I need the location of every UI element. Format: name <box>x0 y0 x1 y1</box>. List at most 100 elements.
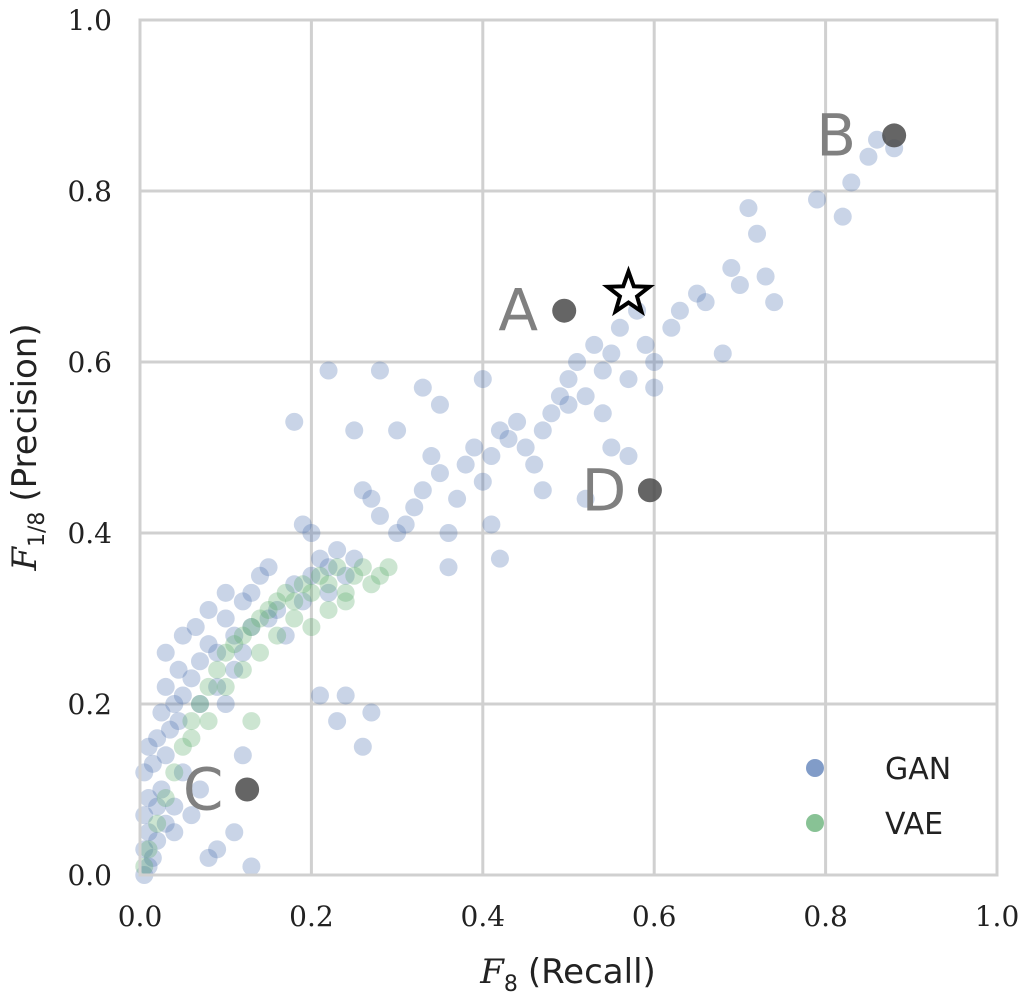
gan-point <box>542 404 561 423</box>
vae-point <box>199 677 218 696</box>
gan-point <box>722 258 741 277</box>
star-marker <box>601 265 656 317</box>
y-tick-label: 0.2 <box>67 688 112 721</box>
vae-point <box>199 712 218 731</box>
gan-point <box>370 361 389 380</box>
highlight-point-d <box>637 478 662 503</box>
gan-point <box>148 797 167 816</box>
gan-point <box>156 814 175 833</box>
highlight-point-b <box>882 123 907 148</box>
vae-point <box>285 592 304 611</box>
gan-point <box>268 600 287 619</box>
gan-point <box>345 421 364 440</box>
vae-point <box>353 558 372 577</box>
gan-point <box>833 207 852 226</box>
gan-point <box>225 823 244 842</box>
vae-point <box>328 558 347 577</box>
gan-point <box>619 370 638 389</box>
vae-point <box>250 609 269 628</box>
gan-point <box>199 848 218 867</box>
gan-point <box>473 472 492 491</box>
y-tick-labels: 0.0 0.2 0.4 0.6 0.8 1.0 <box>67 4 112 892</box>
gan-point <box>156 677 175 696</box>
gan-point <box>143 848 162 867</box>
vae-point <box>242 712 261 731</box>
gan-point <box>152 780 171 799</box>
gan-point <box>250 566 269 585</box>
gan-point <box>152 703 171 722</box>
vae-point <box>208 660 227 679</box>
vae-series <box>135 558 398 876</box>
gan-point <box>139 857 158 876</box>
gan-point <box>233 592 252 611</box>
gan-point <box>190 695 209 713</box>
gan-point <box>225 660 244 679</box>
gan-point <box>748 224 767 243</box>
gan-point <box>610 318 629 337</box>
vae-point <box>336 583 355 602</box>
gan-point <box>160 720 179 739</box>
gan-point <box>533 481 552 500</box>
gan-point <box>182 806 201 825</box>
gan-point <box>139 823 158 842</box>
gan-point <box>388 524 407 542</box>
gan-point <box>842 173 861 192</box>
gan-point <box>143 754 162 773</box>
gan-point <box>276 626 295 645</box>
x-tick-label: 0.4 <box>461 900 506 933</box>
gan-point <box>670 301 689 320</box>
vae-point <box>216 643 235 662</box>
gan-point <box>482 447 501 466</box>
plot-area <box>140 20 997 875</box>
vae-point <box>370 566 389 585</box>
legend-label-gan: GAN <box>885 752 951 787</box>
gan-point <box>525 455 544 474</box>
gan-point <box>319 361 338 380</box>
gan-point <box>739 199 758 218</box>
vae-point <box>319 600 338 619</box>
gan-point <box>559 395 578 414</box>
x-axis-subscript: 8 <box>504 972 518 993</box>
gan-point <box>662 318 681 337</box>
highlight-points: A B C D <box>183 101 907 824</box>
gan-point <box>336 566 355 585</box>
y-axis-symbol: F <box>5 546 45 572</box>
gan-point <box>199 600 218 619</box>
gan-point <box>186 618 205 637</box>
gan-point <box>259 558 278 577</box>
gan-point <box>165 797 184 816</box>
gan-point <box>139 789 158 808</box>
gan-point <box>645 378 664 397</box>
gan-point <box>310 549 329 568</box>
gan-point <box>490 421 509 440</box>
vae-point <box>216 677 235 696</box>
gan-point <box>756 267 775 286</box>
gan-point <box>405 498 424 517</box>
y-tick-label: 1.0 <box>67 4 112 37</box>
gan-point <box>516 438 535 457</box>
gan-point <box>465 438 484 457</box>
gan-point <box>169 660 188 679</box>
gan-point <box>173 686 192 705</box>
gan-point <box>362 489 381 508</box>
vae-point <box>310 566 329 585</box>
gan-point <box>396 515 415 534</box>
x-tick-label: 0.6 <box>632 900 677 933</box>
x-tick-label: 0.0 <box>118 900 163 933</box>
gan-point <box>482 515 501 534</box>
gan-point <box>353 737 372 756</box>
gan-point <box>190 780 209 799</box>
gan-point <box>139 737 158 756</box>
gan-point <box>233 746 252 765</box>
gan-point <box>859 147 878 166</box>
gan-point <box>285 412 304 431</box>
gan-point <box>328 712 347 731</box>
vae-point <box>285 609 304 628</box>
vae-point <box>379 558 398 577</box>
gan-point <box>156 643 175 662</box>
vae-point <box>233 626 252 645</box>
gan-point <box>619 447 638 466</box>
gan-point <box>730 276 749 295</box>
highlight-point-a <box>552 298 577 323</box>
gan-point <box>568 353 587 371</box>
